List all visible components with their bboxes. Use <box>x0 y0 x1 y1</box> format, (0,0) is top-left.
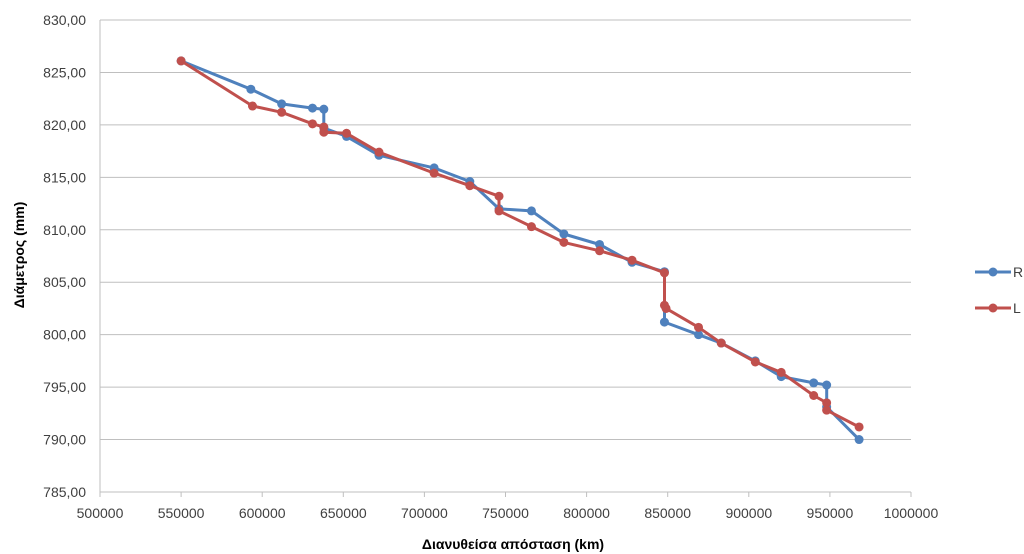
y-tick-label: 795,00 <box>43 379 86 395</box>
data-point-r <box>246 84 256 94</box>
data-point-r <box>526 206 536 216</box>
legend-label-l: L <box>1013 300 1021 316</box>
legend-item-r: R <box>975 264 1023 280</box>
x-tick-label: 500000 <box>77 505 124 521</box>
legend-item-l: L <box>975 300 1021 316</box>
y-tick-label: 830,00 <box>43 12 86 28</box>
data-point-l <box>374 147 384 157</box>
data-point-l <box>342 128 352 138</box>
legend-marker-r <box>988 267 998 277</box>
x-tick-label: 850000 <box>644 505 691 521</box>
y-tick-label: 815,00 <box>43 169 86 185</box>
y-tick-label: 820,00 <box>43 117 86 133</box>
data-point-l <box>694 322 704 332</box>
axes <box>99 20 912 497</box>
y-tick-label: 800,00 <box>43 327 86 343</box>
y-axis-title: Διάμετρος (mm) <box>11 202 27 309</box>
data-point-r <box>559 229 569 239</box>
x-tick-labels: 500000 550000 600000 650000 700000 750000 8000… <box>77 505 939 521</box>
y-tick-label: 805,00 <box>43 274 86 290</box>
data-point-l <box>319 127 329 137</box>
legend-label-r: R <box>1013 264 1023 280</box>
data-point-r <box>809 378 819 388</box>
x-tick-label: 650000 <box>320 505 367 521</box>
data-point-l <box>465 181 475 191</box>
data-point-l <box>776 367 786 377</box>
data-point-r <box>694 330 704 340</box>
data-point-r <box>595 239 605 249</box>
x-tick-label: 750000 <box>482 505 529 521</box>
data-point-l <box>822 398 832 408</box>
legend-marker-l <box>988 303 998 313</box>
data-point-l <box>595 246 605 256</box>
data-point-l <box>526 222 536 232</box>
x-tick-label: 550000 <box>158 505 205 521</box>
y-tick-label: 810,00 <box>43 222 86 238</box>
data-point-l <box>716 338 726 348</box>
data-point-l <box>627 255 637 265</box>
data-point-l <box>277 107 287 117</box>
x-tick-label: 900000 <box>725 505 772 521</box>
data-point-l <box>822 405 832 415</box>
data-point-l <box>429 168 439 178</box>
data-point-r <box>277 99 287 109</box>
y-tick-label: 825,00 <box>43 64 86 80</box>
data-point-l <box>661 303 671 313</box>
x-tick-label: 800000 <box>563 505 610 521</box>
y-tick-labels: 785,00 790,00 795,00 800,00 805,00 810,00 815,… <box>43 12 86 500</box>
data-point-r <box>822 380 832 390</box>
data-point-r <box>319 104 329 114</box>
data-point-l <box>854 422 864 432</box>
data-point-r <box>854 435 864 445</box>
series-line-r <box>180 59 861 441</box>
data-point-r <box>307 103 317 113</box>
data-point-l <box>659 268 669 278</box>
data-point-r <box>659 317 669 327</box>
data-point-l <box>307 119 317 129</box>
series-layer <box>176 56 864 445</box>
x-tick-label: 1000000 <box>884 505 939 521</box>
legend: RL <box>975 264 1023 316</box>
y-tick-label: 790,00 <box>43 432 86 448</box>
data-point-l <box>247 101 257 111</box>
gridlines <box>100 19 911 441</box>
x-tick-label: 950000 <box>807 505 854 521</box>
x-tick-label: 700000 <box>401 505 448 521</box>
data-point-l <box>494 191 504 201</box>
x-axis-title: Διανυθείσα απόσταση (km) <box>422 536 604 552</box>
x-tick-label: 600000 <box>239 505 286 521</box>
y-tick-label: 785,00 <box>43 484 86 500</box>
data-point-l <box>559 237 569 247</box>
data-point-l <box>494 206 504 216</box>
data-point-l <box>176 56 186 66</box>
data-point-l <box>809 391 819 401</box>
data-point-l <box>750 357 760 367</box>
